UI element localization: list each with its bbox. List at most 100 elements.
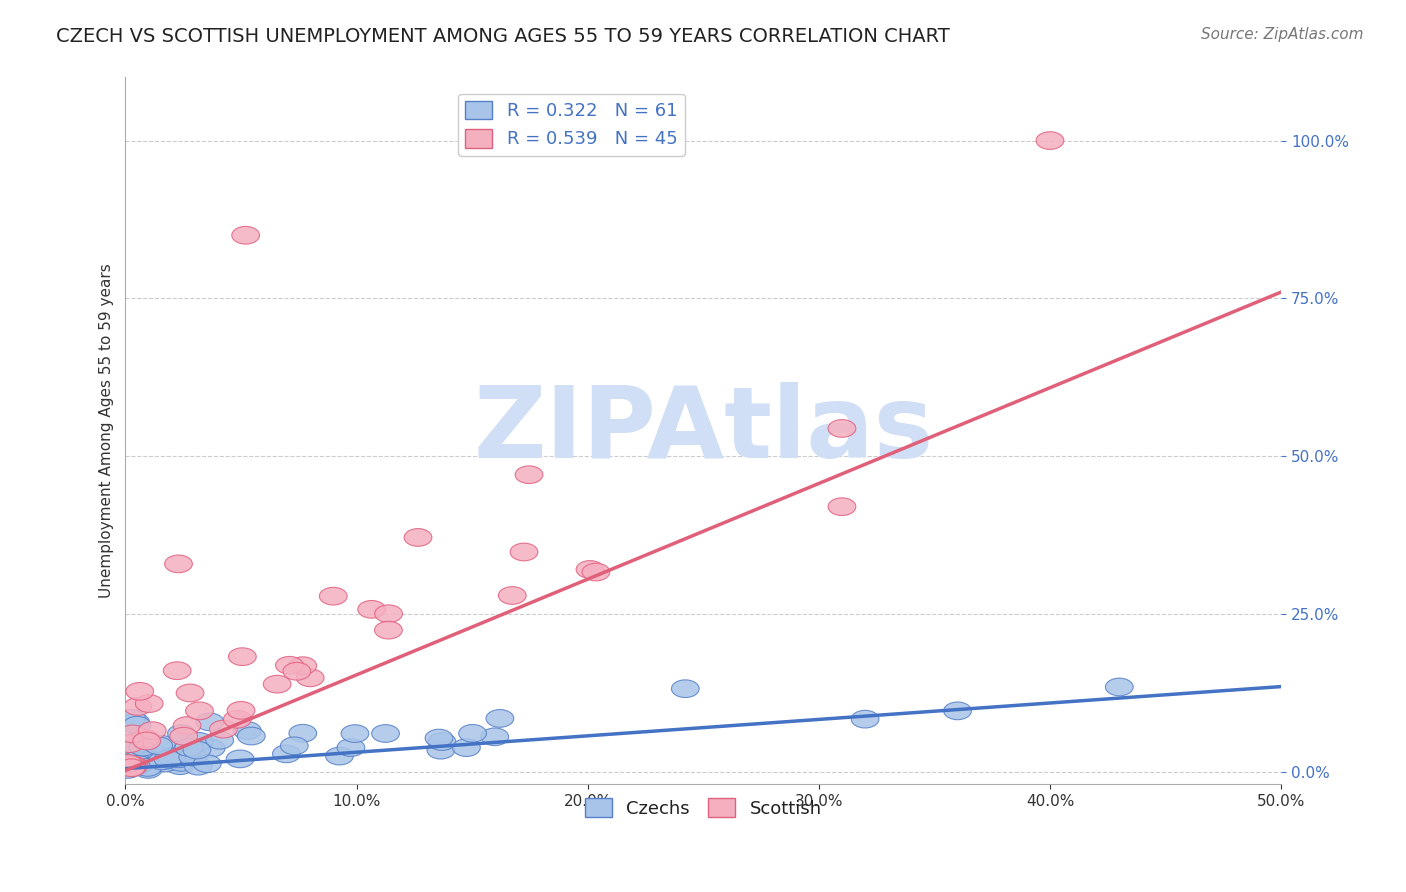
Ellipse shape <box>131 752 157 769</box>
Ellipse shape <box>371 724 399 742</box>
Ellipse shape <box>288 657 316 674</box>
Ellipse shape <box>115 735 143 753</box>
Ellipse shape <box>114 751 142 769</box>
Ellipse shape <box>114 758 142 776</box>
Y-axis label: Unemployment Among Ages 55 to 59 years: Unemployment Among Ages 55 to 59 years <box>100 263 114 599</box>
Ellipse shape <box>184 757 212 775</box>
Ellipse shape <box>194 755 221 772</box>
Ellipse shape <box>138 722 166 739</box>
Text: Source: ZipAtlas.com: Source: ZipAtlas.com <box>1201 27 1364 42</box>
Ellipse shape <box>128 744 156 762</box>
Ellipse shape <box>515 466 543 483</box>
Ellipse shape <box>186 732 212 750</box>
Ellipse shape <box>120 756 148 774</box>
Ellipse shape <box>498 587 526 604</box>
Ellipse shape <box>145 737 173 755</box>
Ellipse shape <box>179 748 207 766</box>
Ellipse shape <box>453 739 481 756</box>
Ellipse shape <box>118 756 146 774</box>
Ellipse shape <box>851 710 879 728</box>
Ellipse shape <box>134 758 162 776</box>
Ellipse shape <box>232 227 260 244</box>
Ellipse shape <box>828 419 856 437</box>
Ellipse shape <box>118 758 146 776</box>
Ellipse shape <box>124 698 152 715</box>
Ellipse shape <box>124 756 152 773</box>
Ellipse shape <box>337 739 364 756</box>
Ellipse shape <box>150 754 179 772</box>
Ellipse shape <box>263 675 291 693</box>
Ellipse shape <box>132 732 160 750</box>
Ellipse shape <box>167 724 195 742</box>
Ellipse shape <box>183 741 211 759</box>
Ellipse shape <box>1105 678 1133 696</box>
Ellipse shape <box>943 702 972 720</box>
Ellipse shape <box>167 754 195 772</box>
Ellipse shape <box>374 622 402 639</box>
Ellipse shape <box>1036 132 1064 149</box>
Ellipse shape <box>297 669 323 687</box>
Ellipse shape <box>427 732 456 750</box>
Ellipse shape <box>273 745 301 763</box>
Legend: Czechs, Scottish: Czechs, Scottish <box>578 791 830 825</box>
Ellipse shape <box>186 702 214 720</box>
Ellipse shape <box>486 709 513 727</box>
Ellipse shape <box>319 587 347 605</box>
Ellipse shape <box>283 663 311 680</box>
Ellipse shape <box>122 714 149 731</box>
Ellipse shape <box>117 741 145 759</box>
Ellipse shape <box>174 739 202 756</box>
Ellipse shape <box>149 752 176 770</box>
Ellipse shape <box>326 747 353 765</box>
Ellipse shape <box>114 755 142 772</box>
Ellipse shape <box>117 759 145 777</box>
Ellipse shape <box>129 739 157 756</box>
Ellipse shape <box>427 741 454 759</box>
Ellipse shape <box>129 743 157 761</box>
Text: ZIPAtlas: ZIPAtlas <box>474 383 934 479</box>
Ellipse shape <box>128 732 155 750</box>
Ellipse shape <box>229 648 256 665</box>
Ellipse shape <box>238 727 266 745</box>
Ellipse shape <box>672 680 699 698</box>
Ellipse shape <box>582 563 610 581</box>
Ellipse shape <box>342 724 368 742</box>
Ellipse shape <box>280 737 308 755</box>
Ellipse shape <box>510 543 538 561</box>
Ellipse shape <box>124 748 150 765</box>
Ellipse shape <box>233 722 262 739</box>
Ellipse shape <box>357 600 385 618</box>
Ellipse shape <box>114 761 142 778</box>
Ellipse shape <box>226 750 254 768</box>
Ellipse shape <box>155 750 181 768</box>
Ellipse shape <box>121 733 148 751</box>
Ellipse shape <box>131 730 159 747</box>
Ellipse shape <box>276 657 304 674</box>
Ellipse shape <box>576 560 605 578</box>
Ellipse shape <box>375 605 402 623</box>
Ellipse shape <box>134 761 162 778</box>
Ellipse shape <box>481 728 509 746</box>
Ellipse shape <box>165 555 193 573</box>
Ellipse shape <box>127 682 153 700</box>
Ellipse shape <box>118 756 146 774</box>
Ellipse shape <box>828 498 856 516</box>
Ellipse shape <box>176 684 204 702</box>
Ellipse shape <box>135 695 163 713</box>
Ellipse shape <box>166 757 194 774</box>
Ellipse shape <box>124 716 150 734</box>
Ellipse shape <box>118 725 146 743</box>
Ellipse shape <box>425 730 453 747</box>
Ellipse shape <box>228 701 254 719</box>
Ellipse shape <box>122 752 150 770</box>
Ellipse shape <box>132 752 160 770</box>
Ellipse shape <box>118 710 146 727</box>
Ellipse shape <box>163 662 191 680</box>
Ellipse shape <box>124 756 152 774</box>
Ellipse shape <box>173 716 201 734</box>
Ellipse shape <box>148 735 176 753</box>
Text: CZECH VS SCOTTISH UNEMPLOYMENT AMONG AGES 55 TO 59 YEARS CORRELATION CHART: CZECH VS SCOTTISH UNEMPLOYMENT AMONG AGE… <box>56 27 950 45</box>
Ellipse shape <box>404 529 432 546</box>
Ellipse shape <box>209 721 238 738</box>
Ellipse shape <box>170 727 197 745</box>
